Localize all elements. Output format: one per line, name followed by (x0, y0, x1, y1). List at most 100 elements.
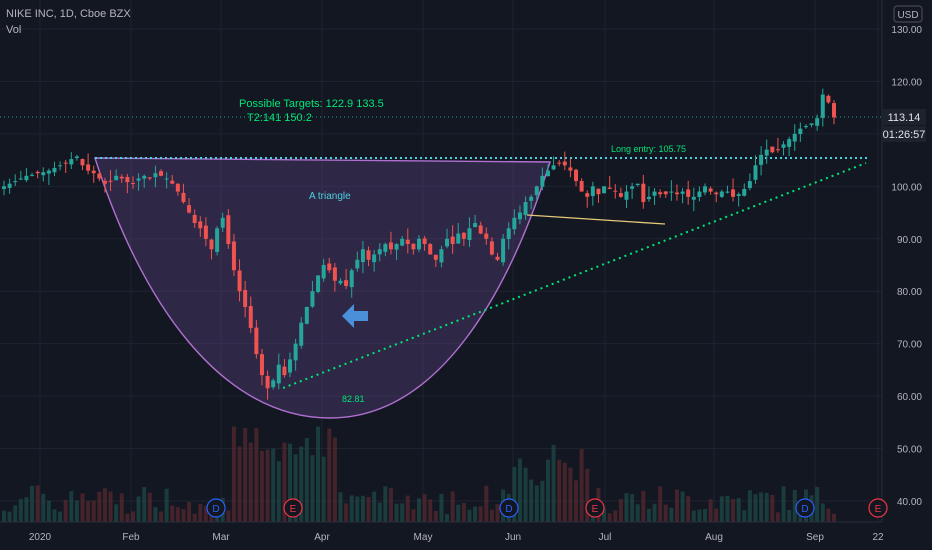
volume-bar (259, 450, 264, 522)
volume-bar (147, 492, 152, 522)
time-axis[interactable]: 2020 Feb Mar Apr May Jun Jul Aug Sep 22 (0, 521, 932, 550)
candle-body (332, 267, 337, 281)
volume-bar (243, 427, 248, 522)
volume-bar (142, 487, 147, 522)
volume-bar (304, 438, 309, 522)
volume-bar (630, 494, 635, 522)
volume-bar (742, 510, 747, 522)
dividend-marker[interactable]: D (499, 498, 519, 518)
candle-body (579, 180, 584, 192)
currency-button[interactable]: USD (893, 5, 923, 23)
volume-bar (747, 490, 752, 522)
volume-bar (366, 496, 371, 522)
rising-trendline (282, 162, 867, 389)
volume-bar (97, 491, 102, 522)
x-tick-label: 22 (872, 532, 884, 543)
volume-bar (456, 504, 461, 522)
volume-bar (787, 509, 792, 522)
candle-body (203, 225, 208, 239)
volume-bar (136, 496, 141, 522)
candle-body (590, 186, 595, 196)
candle-body (809, 123, 814, 125)
volume-bar (30, 485, 35, 522)
y-tick-label: 40.00 (897, 497, 922, 508)
volume-bar (327, 428, 332, 522)
candle-body (153, 173, 158, 178)
candle-body (725, 191, 730, 193)
candle-body (282, 366, 287, 376)
volume-bar (360, 495, 365, 522)
volume-bar (24, 497, 29, 522)
volume-bar (321, 456, 326, 522)
volume-bar (439, 493, 444, 522)
volume-bar (63, 499, 68, 522)
volume-bar (344, 503, 349, 522)
x-tick-label: May (414, 532, 433, 543)
volume-bar (708, 499, 713, 522)
volume-bar (574, 480, 579, 522)
candle-body (411, 243, 416, 250)
dividend-marker[interactable]: D (795, 498, 815, 518)
y-tick-label: 60.00 (897, 392, 922, 403)
candle-body (259, 354, 264, 376)
candle-body (175, 183, 180, 192)
candle-body (170, 180, 175, 184)
volume-bar (400, 503, 405, 522)
volume-bar (815, 486, 820, 522)
volume-bar (719, 496, 724, 522)
volume-bar (495, 504, 500, 522)
x-tick-label: Aug (705, 532, 723, 543)
volume-bar (725, 495, 730, 522)
currency-label: USD (897, 10, 918, 21)
candle-body (731, 189, 736, 197)
candle-body (461, 232, 466, 239)
volume-bar (512, 466, 517, 522)
volume-bar (372, 491, 377, 522)
earnings-marker[interactable]: E (283, 498, 303, 518)
candle-body (742, 188, 747, 196)
volume-bar (35, 485, 40, 522)
candle-body (545, 170, 550, 177)
volume-bar (658, 486, 663, 522)
candle-body (574, 169, 579, 182)
candle-body (18, 178, 23, 180)
candlesticks (2, 88, 836, 400)
candle-body (602, 186, 607, 194)
candle-body (35, 171, 40, 174)
earnings-marker[interactable]: E (585, 498, 605, 518)
symbol-title: NIKE INC, 1D, Cboe BZX (6, 8, 131, 20)
earnings-marker[interactable]: E (868, 498, 888, 518)
volume-bar (125, 513, 130, 522)
candle-body (568, 167, 573, 171)
price-tag-value: 113.14 (888, 112, 921, 124)
volume-bar (164, 488, 169, 522)
candle-body (7, 183, 12, 188)
candle-body (80, 159, 85, 166)
candle-body (439, 249, 444, 263)
volume-bar (405, 495, 410, 522)
volume-bar (540, 480, 545, 522)
volume-bar (602, 508, 607, 522)
candle-body (803, 126, 808, 128)
volume-bar (316, 426, 321, 522)
candle-body (52, 167, 57, 173)
volume-bar (764, 492, 769, 522)
volume-label: Vol (6, 24, 22, 36)
candle-body (338, 280, 343, 284)
volume-bar (86, 500, 91, 522)
volume-bar (674, 489, 679, 522)
dividend-marker[interactable]: D (206, 498, 226, 518)
candle-body (119, 176, 124, 179)
candle-body (108, 180, 113, 182)
volume-bar (198, 503, 203, 522)
volume-bar (607, 513, 612, 522)
candle-body (652, 191, 657, 196)
candle-body (74, 156, 79, 159)
candle-body (781, 144, 786, 148)
volume-bar (489, 509, 494, 522)
candle-body (630, 186, 635, 189)
volume-bar (635, 504, 640, 522)
volume-bar (58, 511, 63, 522)
